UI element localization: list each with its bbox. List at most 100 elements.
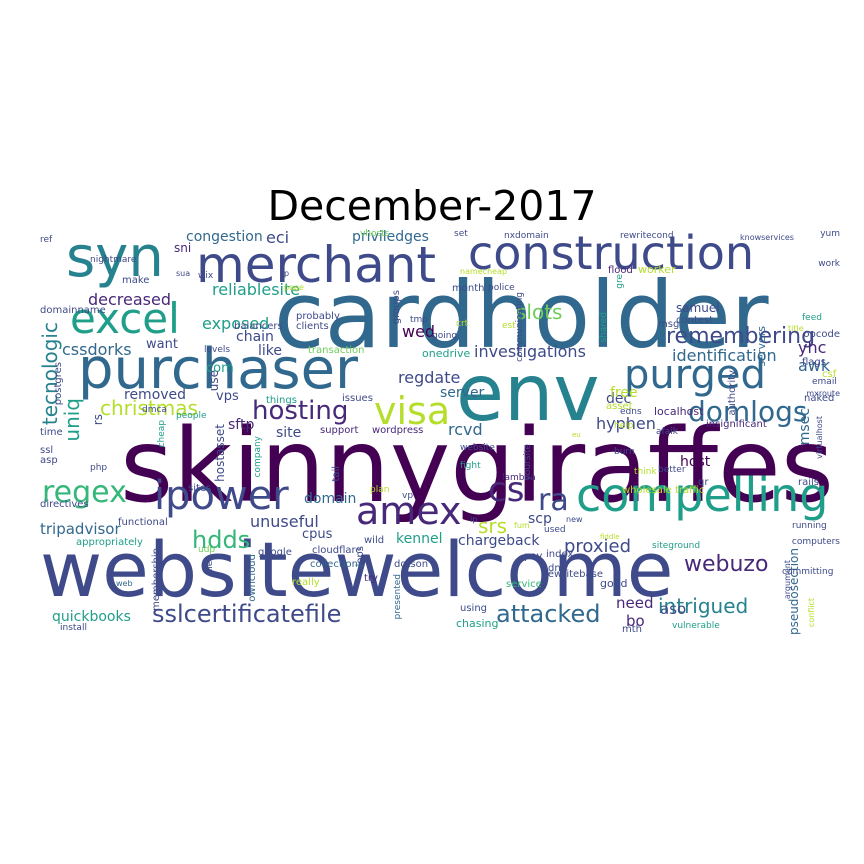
word-collections: collections (310, 559, 364, 570)
word-qr: qr (698, 477, 709, 488)
word-like: like (258, 343, 283, 359)
word-asset: asset (606, 401, 633, 412)
word-tail: tail (331, 466, 342, 482)
word-ra: ra (538, 483, 569, 518)
word-siteground: siteground (652, 541, 701, 551)
word-worker: worker (638, 263, 676, 276)
word-authority: authority (727, 370, 738, 416)
word-unuseful: unuseful (250, 512, 319, 531)
word-cssdorks: cssdorks (62, 340, 132, 359)
word-service: service (506, 579, 542, 590)
word-clients: clients (296, 321, 329, 332)
word-dmca: dmca (142, 405, 167, 415)
word-presented: presented (393, 574, 403, 620)
word-vulnerable: vulnerable (672, 621, 720, 631)
word-sftp: sftp (228, 417, 255, 433)
word-wholesale-traffic: wholesale traffic (622, 485, 705, 496)
word-really: really (292, 577, 320, 588)
word-websitewelcome: websitewelcome (40, 525, 674, 614)
word-think: think (634, 467, 657, 477)
word-hostasset: hostasset (213, 424, 227, 482)
word-levels: levels (204, 345, 231, 355)
word-amex: amex (356, 489, 462, 533)
word-good: good (600, 577, 628, 590)
word-est: est (502, 321, 516, 331)
word-cloudflare: cloudflare (312, 545, 362, 556)
word-wordpress: wordpress (372, 425, 424, 436)
word-site: site (276, 425, 302, 441)
word-vhosts: vhosts (360, 229, 390, 239)
word-env: env (456, 349, 600, 439)
word-things: things (266, 395, 297, 406)
word-support: support (320, 425, 359, 436)
word-crt: crt (456, 319, 469, 329)
word-skinnygiraffes: skinnygiraffes (120, 407, 834, 526)
word-better: better (658, 465, 686, 475)
word-work: work (818, 259, 840, 269)
word-fiddle: fiddle (600, 533, 620, 541)
word-dns: dns (548, 563, 566, 574)
word-msg: msg (658, 319, 680, 330)
word-rcvd: rcvd (448, 420, 483, 439)
word-cardholder: cardholder (274, 262, 769, 369)
word-kennel: kennel (396, 531, 443, 547)
word-namecheap: namecheap (460, 267, 508, 276)
word-decreased: decreased (88, 290, 172, 309)
word-server: server (440, 385, 485, 401)
word-contest: contest (676, 315, 714, 326)
word-people: people (176, 411, 207, 421)
word-host: host (680, 454, 711, 470)
word-postgres: postgres (53, 362, 64, 406)
word-chasing: chasing (456, 617, 499, 630)
word-sni: sni (174, 241, 192, 255)
word-mxroute: mxroute (806, 389, 840, 398)
word-balancers: balancers (234, 321, 283, 332)
word-merchant: merchant (196, 236, 437, 294)
word-nightmare: nightmare (90, 255, 137, 265)
word-knowservices: knowservices (740, 233, 794, 242)
word-aso: aso (660, 600, 687, 618)
word-cheap: cheap (157, 420, 167, 448)
word-committing: committing (782, 567, 834, 577)
word-sslcertificatefile: sslcertificatefile (152, 600, 342, 628)
word-ipower: ipower (154, 473, 289, 519)
word-excel: excel (70, 294, 180, 343)
word-christmas: christmas (100, 396, 198, 420)
word-dotson: dotson (394, 559, 429, 570)
word-edns: edns (620, 407, 642, 417)
word-google: google (258, 547, 292, 558)
word-nxdomain: nxdomain (504, 231, 549, 241)
word-wild: wild (364, 535, 385, 546)
word-compelling: compelling (576, 468, 829, 522)
word-domlogs: domlogs (688, 395, 808, 428)
word-identification: identification (672, 346, 777, 365)
word-wix: wix (198, 271, 214, 281)
word-purged: purged (624, 352, 766, 398)
word-servers: servers (755, 326, 768, 367)
word-hyphen: hyphen (596, 414, 656, 433)
word-sites: sites (188, 483, 212, 494)
word-fum: fum (514, 521, 530, 530)
word-iops: iops (355, 546, 366, 567)
word-congestion: congestion (186, 229, 263, 245)
word-issues: issues (342, 393, 373, 404)
word-running: running (792, 521, 827, 531)
word-onedrive: onedrive (422, 347, 471, 360)
word-construction: construction (468, 226, 755, 280)
word-msec: msec (797, 408, 813, 446)
word-ssl: ssl (40, 445, 54, 456)
word-vp: vp (402, 491, 414, 501)
word-proxied: proxied (564, 536, 632, 557)
word-cpus: cpus (302, 527, 333, 542)
word-lambda: lambda (502, 473, 536, 483)
word-vps: vps (216, 389, 239, 404)
word-dec: dec (606, 391, 632, 407)
word-visa: visa (374, 389, 451, 433)
word-slots: slots (516, 300, 563, 324)
word-regex: regex (42, 475, 127, 510)
word-yum: yum (820, 229, 840, 239)
word-probably: probably (296, 311, 340, 322)
word-shared: shared (599, 312, 609, 343)
word-index: index (546, 549, 574, 560)
